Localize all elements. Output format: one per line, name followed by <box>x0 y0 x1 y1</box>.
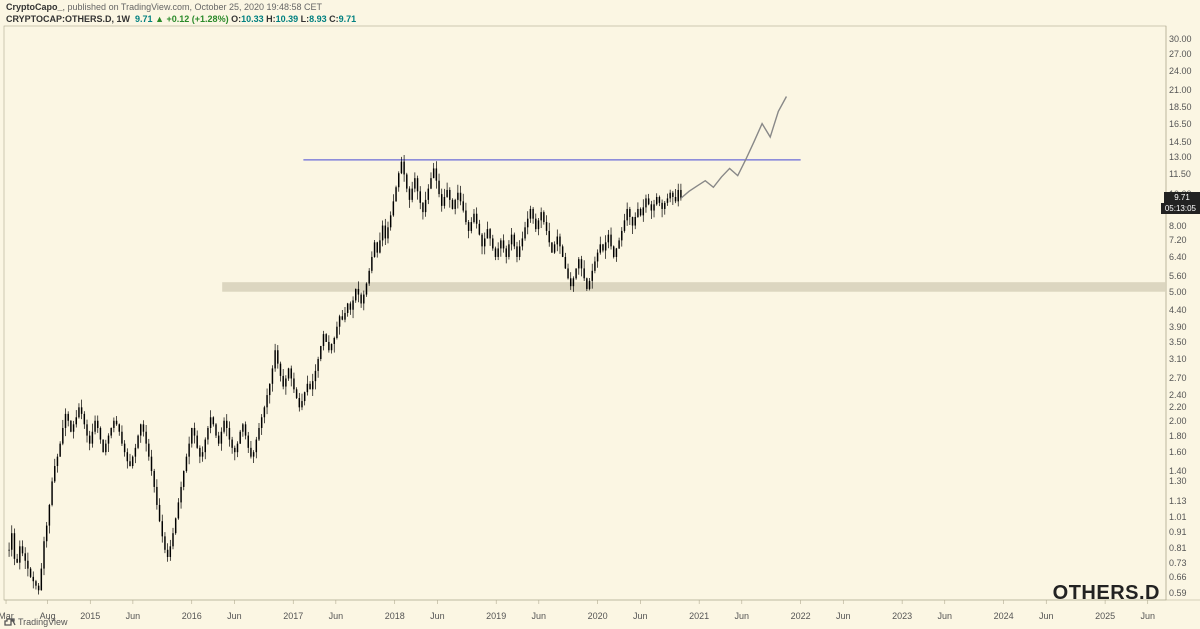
x-tick-label: Jun <box>430 611 445 621</box>
y-tick-label: 13.00 <box>1169 152 1197 162</box>
y-tick-label: 18.50 <box>1169 102 1197 112</box>
y-tick-label: 1.13 <box>1169 496 1197 506</box>
symbol-label: CRYPTOCAP:OTHERS.D, 1W <box>6 14 130 24</box>
x-tick-label: Jun <box>227 611 242 621</box>
y-tick-label: 3.90 <box>1169 322 1197 332</box>
y-tick-label: 7.20 <box>1169 235 1197 245</box>
y-tick-label: 16.50 <box>1169 119 1197 129</box>
y-tick-label: 1.40 <box>1169 466 1197 476</box>
y-tick-label: 30.00 <box>1169 34 1197 44</box>
y-tick-label: 0.66 <box>1169 572 1197 582</box>
y-tick-label: 2.00 <box>1169 416 1197 426</box>
y-tick-label: 2.70 <box>1169 373 1197 383</box>
low-val: 8.93 <box>309 14 327 24</box>
x-tick-label: 2023 <box>892 611 912 621</box>
x-tick-label: 2019 <box>486 611 506 621</box>
y-tick-label: 6.40 <box>1169 252 1197 262</box>
y-tick-label: 1.01 <box>1169 512 1197 522</box>
countdown-tag: 05:13:05 <box>1161 203 1200 214</box>
x-tick-label: 2017 <box>283 611 303 621</box>
y-tick-label: 0.81 <box>1169 543 1197 553</box>
y-tick-label: 0.73 <box>1169 558 1197 568</box>
y-tick-label: 1.30 <box>1169 476 1197 486</box>
author-name: CryptoCapo_ <box>6 2 63 12</box>
x-tick-label: 2021 <box>689 611 709 621</box>
x-tick-label: Jun <box>532 611 547 621</box>
x-tick-label: Jun <box>126 611 141 621</box>
x-tick-label: Jun <box>633 611 648 621</box>
x-tick-label: 2025 <box>1095 611 1115 621</box>
x-tick-label: Mar <box>0 611 14 621</box>
high-val: 10.39 <box>276 14 299 24</box>
y-tick-label: 5.60 <box>1169 271 1197 281</box>
y-tick-label: 27.00 <box>1169 49 1197 59</box>
symbol-watermark: OTHERS.D <box>1053 582 1160 605</box>
x-tick-label: Jun <box>329 611 344 621</box>
x-tick-label: 2022 <box>791 611 811 621</box>
chg: +0.12 <box>167 14 190 24</box>
y-tick-label: 21.00 <box>1169 85 1197 95</box>
publish-info: published on TradingView.com, October 25… <box>68 2 323 12</box>
close-val: 9.71 <box>339 14 357 24</box>
y-tick-label: 5.00 <box>1169 287 1197 297</box>
x-tick-label: 2024 <box>994 611 1014 621</box>
x-tick-label: Jun <box>1039 611 1054 621</box>
y-tick-label: 2.40 <box>1169 390 1197 400</box>
y-tick-label: 11.50 <box>1169 169 1197 179</box>
y-tick-label: 1.60 <box>1169 447 1197 457</box>
last-price: 9.71 <box>135 14 153 24</box>
y-tick-label: 3.10 <box>1169 354 1197 364</box>
x-tick-label: 2020 <box>588 611 608 621</box>
x-tick-label: 2018 <box>385 611 405 621</box>
y-tick-label: 24.00 <box>1169 66 1197 76</box>
chart-canvas[interactable] <box>0 0 1200 629</box>
y-tick-label: 3.50 <box>1169 337 1197 347</box>
quote-line: CRYPTOCAP:OTHERS.D, 1W 9.71 ▲ +0.12 (+1.… <box>6 14 356 24</box>
y-tick-label: 8.00 <box>1169 221 1197 231</box>
y-tick-label: 0.59 <box>1169 588 1197 598</box>
open-val: 10.33 <box>241 14 264 24</box>
y-tick-label: 4.40 <box>1169 305 1197 315</box>
x-tick-label: Jun <box>735 611 750 621</box>
y-tick-label: 1.80 <box>1169 431 1197 441</box>
chg-pct: (+1.28%) <box>192 14 229 24</box>
chart-container[interactable]: CryptoCapo_, published on TradingView.co… <box>0 0 1200 629</box>
x-tick-label: Aug <box>40 611 56 621</box>
y-tick-label: 2.20 <box>1169 402 1197 412</box>
x-tick-label: 2015 <box>80 611 100 621</box>
y-tick-label: 0.91 <box>1169 527 1197 537</box>
x-tick-label: 2016 <box>182 611 202 621</box>
x-tick-label: Jun <box>1140 611 1155 621</box>
y-tick-label: 14.50 <box>1169 137 1197 147</box>
x-tick-label: Jun <box>937 611 952 621</box>
x-tick-label: Jun <box>836 611 851 621</box>
chart-header: CryptoCapo_, published on TradingView.co… <box>6 2 322 13</box>
current-price-tag: 9.71 <box>1164 192 1200 203</box>
